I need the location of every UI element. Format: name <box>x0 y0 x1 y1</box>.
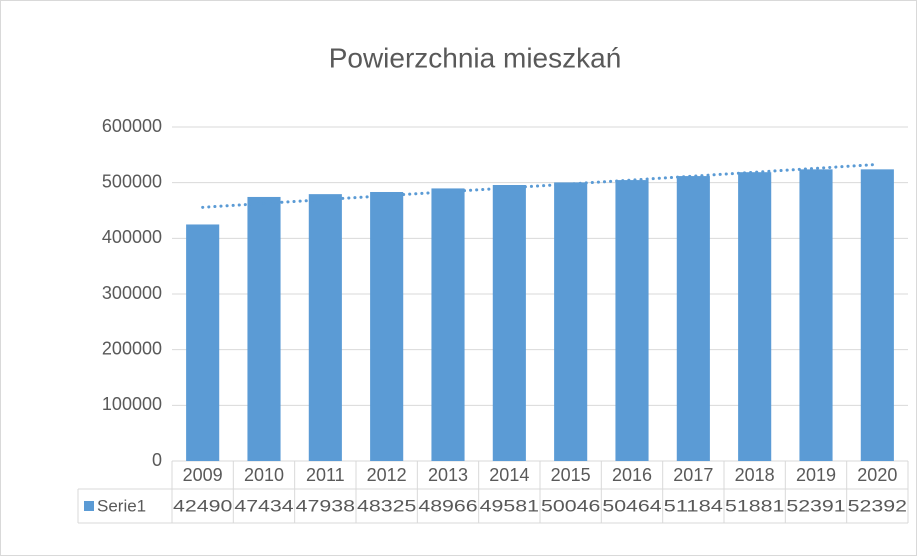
bar <box>554 182 588 462</box>
y-tick-label: 200000 <box>102 338 162 358</box>
y-tick-label: 300000 <box>102 283 162 303</box>
legend-label: Serie1 <box>97 496 146 515</box>
y-tick-label: 600000 <box>102 116 162 136</box>
table-value: 48325 <box>357 496 416 515</box>
table-value: 52392 <box>848 496 907 515</box>
x-tick-label: 2009 <box>183 465 223 485</box>
table-value: 51184 <box>664 496 723 515</box>
y-tick-label: 100000 <box>102 394 162 414</box>
x-tick-label: 2010 <box>244 465 284 485</box>
table-value: 51881 <box>725 496 784 515</box>
y-tick-label: 400000 <box>102 227 162 247</box>
y-tick-label: 0 <box>152 450 162 470</box>
x-tick-label: 2019 <box>796 465 836 485</box>
bar <box>308 194 342 461</box>
table-value: 49581 <box>480 496 539 515</box>
x-tick-label: 2011 <box>306 465 345 485</box>
x-tick-label: 2018 <box>735 465 775 485</box>
bar <box>615 180 649 461</box>
x-tick-label: 2013 <box>428 465 468 485</box>
chart-title: Powierzchnia mieszkań <box>329 42 622 73</box>
bar <box>431 188 465 461</box>
table-value: 50464 <box>602 496 661 515</box>
y-tick-label: 500000 <box>102 171 162 191</box>
bar <box>738 172 772 461</box>
bar <box>492 184 526 462</box>
table-value: 50046 <box>541 496 600 515</box>
table-value: 48966 <box>418 496 477 515</box>
x-tick-label: 2015 <box>551 465 591 485</box>
bar <box>370 191 404 461</box>
bar <box>186 224 220 461</box>
table-value: 47938 <box>296 496 355 515</box>
table-value: 52391 <box>786 496 845 515</box>
x-tick-label: 2012 <box>367 465 407 485</box>
legend-swatch <box>84 501 94 511</box>
x-tick-label: 2016 <box>612 465 652 485</box>
bar <box>247 196 281 461</box>
bar <box>799 169 833 462</box>
x-tick-label: 2020 <box>857 465 897 485</box>
x-tick-label: 2014 <box>489 465 529 485</box>
bar <box>860 169 894 461</box>
bar <box>676 176 710 461</box>
table-value: 47434 <box>234 496 293 515</box>
table-value: 42490 <box>173 496 232 515</box>
x-tick-label: 2017 <box>673 465 713 485</box>
